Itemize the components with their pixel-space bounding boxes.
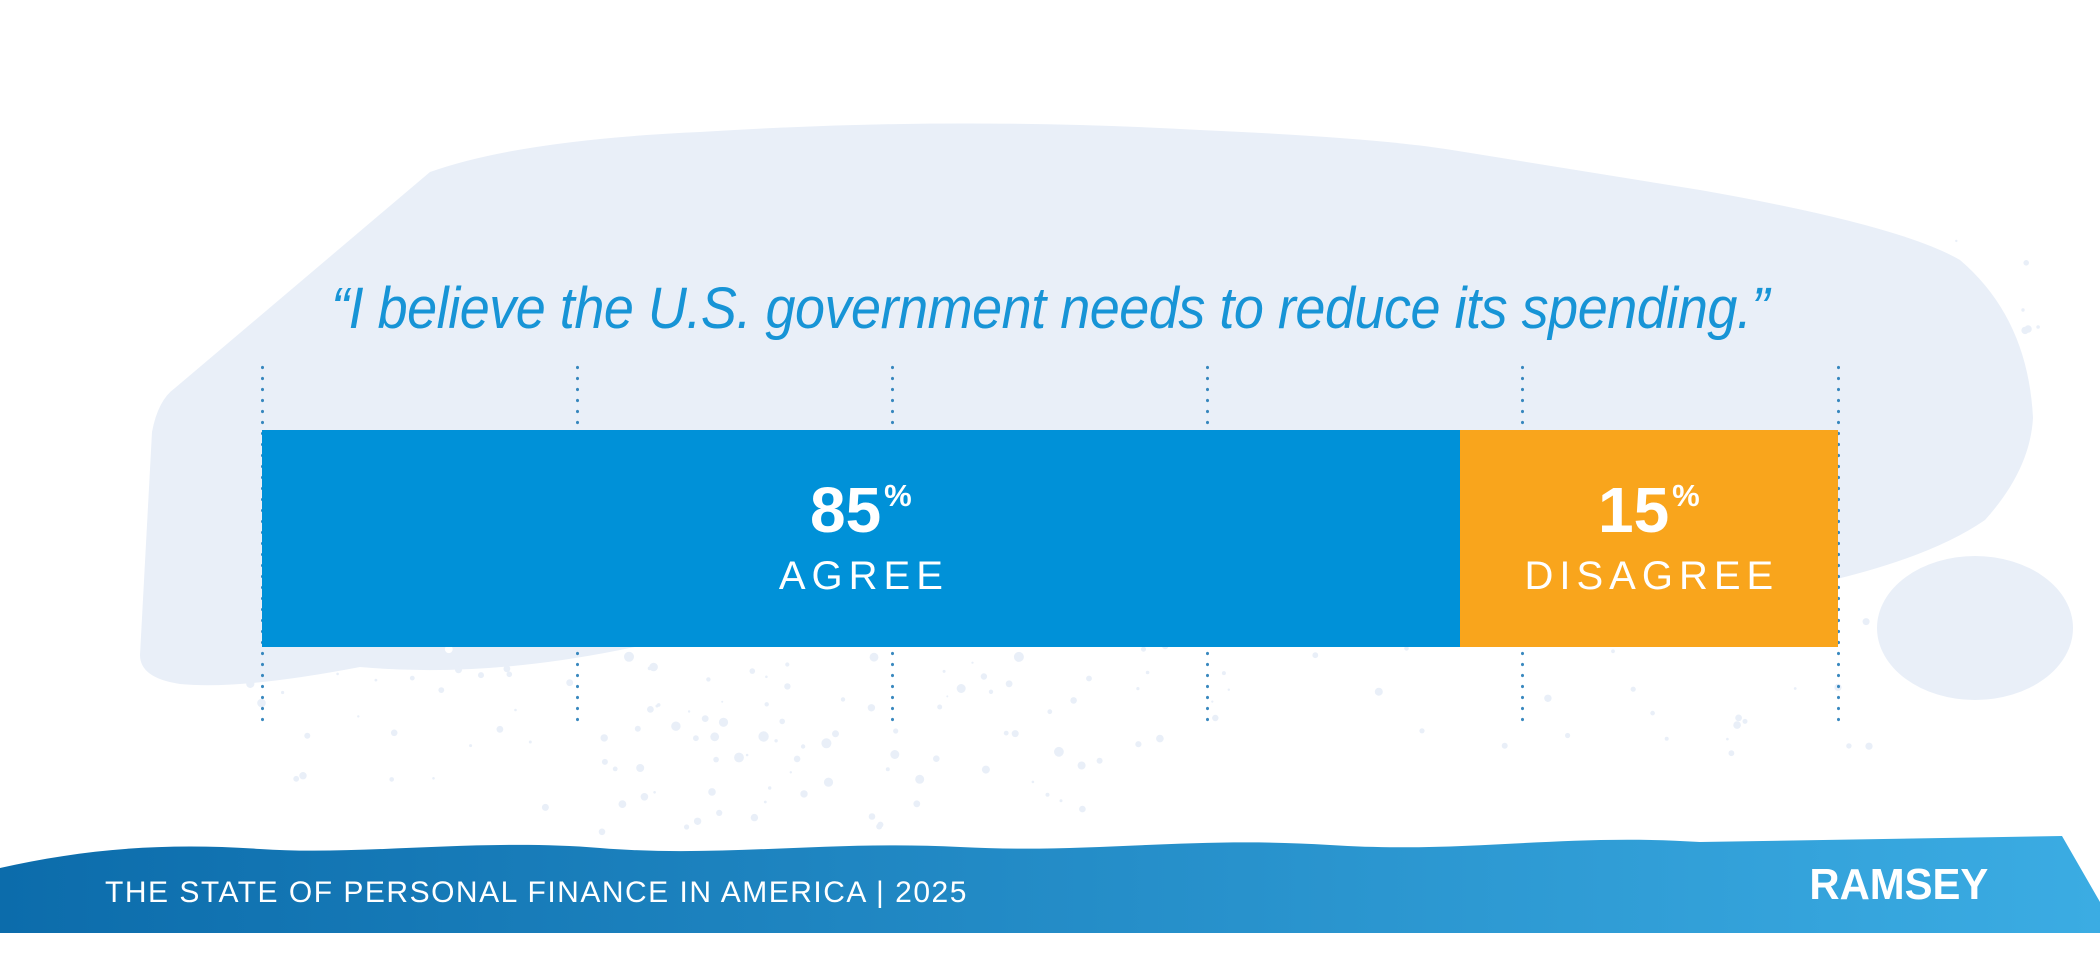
- percent-sign: %: [884, 478, 912, 513]
- segment-value-agree: 85%: [810, 478, 912, 542]
- segment-label-agree: AGREE: [778, 554, 949, 598]
- gridline: [1836, 362, 1840, 728]
- value-number: 15: [1597, 474, 1670, 546]
- wash-patch: [1877, 556, 2073, 700]
- stacked-bar-chart: 85% AGREE 15% DISAGREE: [260, 362, 1840, 728]
- segment-label-disagree: DISAGREE: [1524, 554, 1780, 598]
- ramsey-logo: RAMSEY: [1809, 860, 1988, 909]
- bar-segment-disagree: 15% DISAGREE: [1459, 430, 1838, 647]
- percent-sign: %: [1672, 478, 1700, 513]
- chart-title: “I believe the U.S. government needs to …: [331, 275, 1769, 341]
- footer-band: [0, 836, 2100, 933]
- segment-value-disagree: 15%: [1598, 478, 1700, 542]
- bar-segment-agree: 85% AGREE: [262, 430, 1460, 647]
- footer-source-text: THE STATE OF PERSONAL FINANCE IN AMERICA…: [105, 876, 968, 909]
- value-number: 85: [809, 474, 882, 546]
- stacked-bar: 85% AGREE 15% DISAGREE: [262, 430, 1838, 647]
